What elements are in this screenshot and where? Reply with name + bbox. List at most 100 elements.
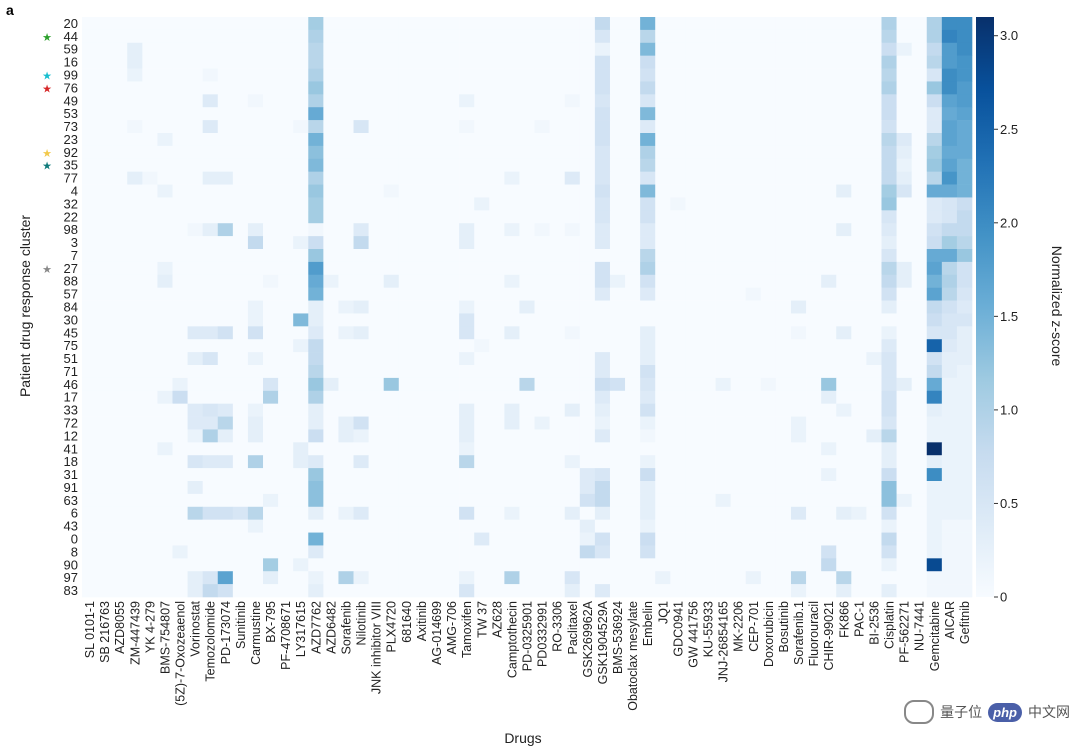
column-label: FK866 <box>837 601 851 638</box>
heatmap-cell <box>127 481 143 495</box>
heatmap-cell <box>428 571 445 585</box>
heatmap-cell <box>112 532 128 546</box>
heatmap-cell <box>489 145 505 160</box>
heatmap-cell <box>941 17 958 31</box>
heatmap-cell <box>534 481 550 495</box>
heatmap-cell <box>187 326 203 340</box>
heatmap-cell <box>790 300 807 314</box>
heatmap-cell <box>836 236 852 250</box>
heatmap-cell <box>956 29 973 44</box>
heatmap-cell <box>790 261 807 276</box>
colorbar-tick-label: 1.0 <box>1000 402 1018 417</box>
heatmap-cell <box>609 29 626 44</box>
heatmap-cell <box>202 584 219 598</box>
heatmap-cell <box>806 558 822 572</box>
heatmap-cell <box>444 261 460 276</box>
heatmap-cell <box>263 29 279 44</box>
heatmap-cell <box>353 55 369 69</box>
heatmap-cell <box>640 107 656 121</box>
heatmap-cell <box>338 365 354 379</box>
heatmap-cell <box>383 455 400 469</box>
heatmap-cell <box>338 481 354 495</box>
heatmap-cell <box>353 210 369 224</box>
heatmap-cell <box>625 287 641 301</box>
heatmap-cell <box>293 94 309 108</box>
watermark: 量子位 php 中文网 <box>904 700 1070 724</box>
heatmap-cell <box>881 455 897 469</box>
heatmap-cell <box>428 210 445 224</box>
heatmap-cell <box>670 571 686 585</box>
heatmap-cell <box>127 42 143 56</box>
heatmap-cell <box>836 223 852 237</box>
heatmap-cell <box>519 236 535 250</box>
heatmap-cell <box>368 197 384 211</box>
heatmap-cell <box>278 481 294 495</box>
heatmap-cell <box>866 158 882 172</box>
heatmap-cell <box>323 352 339 366</box>
heatmap-cell <box>202 236 219 250</box>
heatmap-cell <box>338 558 354 572</box>
heatmap-cell <box>594 17 611 31</box>
heatmap-cell <box>564 300 581 314</box>
heatmap-cell <box>806 468 822 482</box>
heatmap-cell <box>112 274 128 288</box>
heatmap-cell <box>172 481 188 495</box>
heatmap-cell <box>594 365 611 379</box>
heatmap-cell <box>866 107 882 121</box>
heatmap-cell <box>444 429 460 443</box>
heatmap-cell <box>504 107 520 121</box>
heatmap-cell <box>926 197 943 211</box>
column-label: Gefitnib <box>958 601 972 644</box>
heatmap-cell <box>323 571 339 585</box>
heatmap-cell <box>504 29 520 44</box>
heatmap-cell <box>640 313 656 327</box>
heatmap-cell <box>775 468 792 482</box>
heatmap-cell <box>172 584 188 598</box>
heatmap-cell <box>278 545 294 559</box>
heatmap-cell <box>730 377 747 392</box>
heatmap-cell <box>323 403 339 417</box>
heatmap-cell <box>700 352 716 366</box>
heatmap-cell <box>97 210 113 224</box>
heatmap-cell <box>941 145 958 160</box>
heatmap-cell <box>142 68 158 82</box>
heatmap-cell <box>896 352 912 366</box>
heatmap-cell <box>112 429 128 443</box>
heatmap-cell <box>368 42 384 56</box>
heatmap-cell <box>127 17 143 31</box>
heatmap-cell <box>278 261 294 276</box>
heatmap-cell <box>293 236 309 250</box>
heatmap-cell <box>444 390 460 404</box>
heatmap-cell <box>278 300 294 314</box>
heatmap-cell <box>760 326 777 340</box>
heatmap-cell <box>263 236 279 250</box>
heatmap-cell <box>323 584 339 598</box>
heatmap-cell <box>82 184 98 198</box>
column-labels: SL 0101-1 SB 216763 AZD8055 ZM-447439 YK 4-2… <box>83 600 972 710</box>
heatmap-cell <box>670 55 686 69</box>
heatmap-cell <box>97 120 113 134</box>
heatmap-cell <box>444 42 460 56</box>
heatmap-cell <box>851 120 867 134</box>
heatmap-cell <box>670 416 686 430</box>
heatmap-cell <box>202 261 219 276</box>
heatmap-cell <box>368 545 384 559</box>
heatmap-cell <box>851 326 867 340</box>
heatmap-cell <box>821 390 837 404</box>
heatmap-cell <box>730 107 747 121</box>
heatmap-cell <box>398 145 415 160</box>
heatmap-cell <box>941 184 958 198</box>
heatmap-cell <box>489 300 505 314</box>
heatmap-cell <box>760 558 777 572</box>
heatmap-cell <box>263 300 279 314</box>
heatmap-cell <box>640 17 656 31</box>
heatmap-cell <box>232 532 249 546</box>
heatmap-cell <box>504 506 520 520</box>
heatmap-cell <box>760 81 777 95</box>
heatmap-cell <box>263 287 279 301</box>
heatmap-cell <box>82 519 98 533</box>
heatmap-cell <box>323 81 339 95</box>
heatmap-cell <box>172 133 188 147</box>
heatmap-cell <box>338 171 354 185</box>
heatmap-cell <box>187 339 203 353</box>
